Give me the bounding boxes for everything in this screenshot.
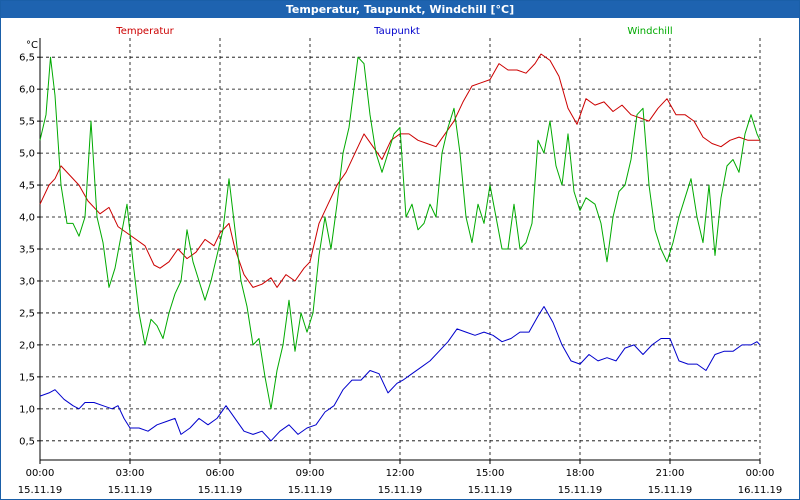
x-tick-date-label: 15.11.19 (198, 485, 243, 496)
x-tick-time-label: 03:00 (116, 468, 145, 479)
x-tick-date-label: 16.11.19 (738, 485, 783, 496)
series-line-windchill (39, 56, 761, 410)
y-tick-label: 1,0 (19, 404, 35, 415)
x-tick-date-label: 15.11.19 (468, 485, 513, 496)
x-tick-date-label: 15.11.19 (18, 485, 63, 496)
legend-entry-temperatur: Temperatur (115, 26, 174, 37)
grid-lines (40, 38, 761, 460)
x-tick-date-label: 15.11.19 (558, 485, 603, 496)
y-tick-label: 5,0 (19, 149, 35, 160)
x-tick-time-label: 12:00 (386, 468, 415, 479)
y-tick-label: 3,0 (19, 276, 35, 287)
chart-title: Temperatur, Taupunkt, Windchill [°C] (1, 1, 799, 18)
x-tick-time-label: 18:00 (566, 468, 595, 479)
x-tick-time-label: 09:00 (296, 468, 325, 479)
x-tick-time-label: 00:00 (746, 468, 775, 479)
x-tick-date-label: 15.11.19 (648, 485, 693, 496)
y-tick-label: 2,0 (19, 340, 35, 351)
x-tick-date-label: 15.11.19 (288, 485, 333, 496)
legend-entry-taupunkt: Taupunkt (373, 26, 420, 37)
x-tick-time-label: 15:00 (476, 468, 505, 479)
y-tick-label: 1,5 (19, 372, 35, 383)
series-line-taupunkt (39, 306, 761, 442)
y-tick-label: 6,5 (19, 53, 35, 64)
x-tick-time-label: 00:00 (26, 468, 55, 479)
legend-entry-windchill: Windchill (627, 26, 672, 37)
x-tick-labels: 00:00 15.11.19 03:00 15.11.19 06:00 15.11.19 0… (18, 468, 783, 496)
legend: Temperatur Taupunkt Windchill (115, 26, 672, 37)
series-line-temperatur (39, 53, 760, 288)
x-tick-date-label: 15.11.19 (108, 485, 153, 496)
y-tick-label: 4,5 (19, 181, 35, 192)
x-tick-time-label: 06:00 (206, 468, 235, 479)
y-tick-label: 6,0 (19, 85, 35, 96)
y-tick-label: 2,5 (19, 308, 35, 319)
y-tick-label: 4,0 (19, 213, 35, 224)
y-tick-label: 5,5 (19, 117, 35, 128)
series-lines (39, 53, 761, 442)
x-tick-time-label: 21:00 (656, 468, 685, 479)
y-tick-label: 3,5 (19, 245, 35, 256)
y-tick-labels: 0,5 1,0 1,5 2,0 2,5 3,0 3,5 4,0 4,5 5,0 5,5 6,0 6,5 (19, 53, 35, 448)
x-tick-date-label: 15.11.19 (378, 485, 423, 496)
axes (37, 38, 761, 464)
y-axis-label: °C (26, 40, 38, 51)
y-tick-label: 0,5 (19, 436, 35, 447)
